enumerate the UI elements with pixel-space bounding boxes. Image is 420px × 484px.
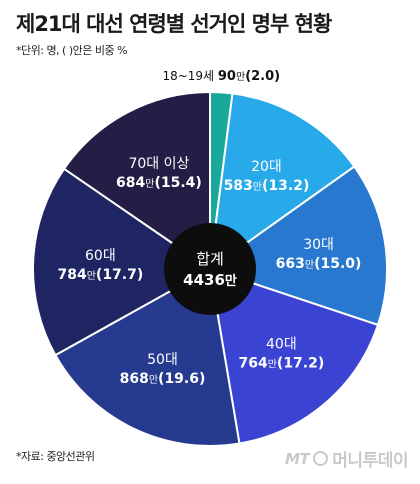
center-total-title: 합계 <box>196 250 224 268</box>
pie-slice-4-40 <box>208 267 380 445</box>
slice-value-label-7: 684만(15.4) <box>116 175 202 191</box>
center-total-value: 4436만 <box>183 271 237 289</box>
slice-value-label-5: 868만(19.6) <box>120 371 206 387</box>
watermark-circle-icon <box>313 451 329 466</box>
slice-label-1: 18~19세 90만(2.0) <box>162 69 280 84</box>
watermark: MT 머니투데이 <box>285 446 408 472</box>
slice-value-label-6: 784만(17.7) <box>57 267 143 283</box>
slice-category-label-6: 60대 <box>85 248 116 264</box>
slice-value-label-3: 663만(15.0) <box>276 256 362 272</box>
chart-title: 제21대 대선 연령별 선거인 명부 현황 <box>16 12 332 36</box>
center-total-circle <box>164 223 256 315</box>
slice-value-label-2: 583만(13.2) <box>224 178 310 194</box>
pie-slice-7-70 <box>62 90 211 271</box>
pie-labels: 18~19세 90만(2.0) 20대 583만(13.2) 30대 663만(15.0… <box>57 69 361 387</box>
slice-value-label-4: 764만(17.2) <box>238 355 324 371</box>
watermark-name: 머니투데이 <box>332 451 408 471</box>
unit-note: *단위: 명, ( )안은 비중 % <box>16 44 128 57</box>
slice-category-label-7: 70대 이상 <box>128 156 189 172</box>
slice-category-label-4: 40대 <box>266 336 297 352</box>
pie-slice-5-50 <box>54 267 241 447</box>
pie-slice-2-20 <box>208 92 356 272</box>
source-note: *자료: 중앙선관위 <box>16 450 95 463</box>
slice-category-label-3: 30대 <box>303 237 334 253</box>
pie-slices <box>32 90 388 447</box>
pie-slice-6-60 <box>32 167 212 357</box>
pie-slice-3-30 <box>207 165 388 327</box>
watermark-logo: MT <box>285 449 310 468</box>
slice-category-label-5: 50대 <box>147 352 178 368</box>
slice-category-label-2: 20대 <box>251 159 282 175</box>
